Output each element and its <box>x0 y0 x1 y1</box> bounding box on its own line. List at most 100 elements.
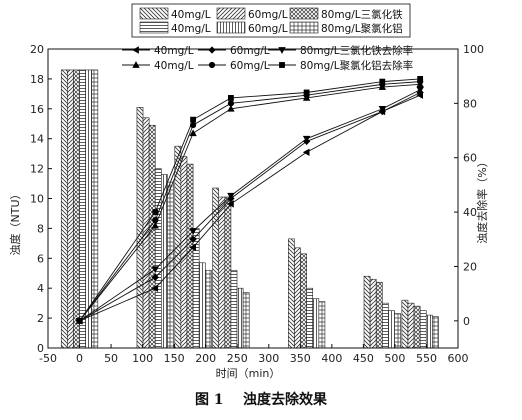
legend-layer: 40mg/L 60mg/L 80mg/L三氯化铁 40mg/L 60mg/L 80mg/L… <box>122 3 413 72</box>
lines-layer <box>75 76 424 325</box>
line-point-5-6 <box>417 76 424 82</box>
y-axis-left-title: 浊度（NTU） <box>8 189 22 256</box>
line-legend-marker-4 <box>208 61 216 69</box>
bar-2-5 <box>375 281 383 349</box>
line-legend-label-3: 40mg/L <box>154 60 194 72</box>
line-legend-label-2: 80mg/L三氯化铁去除率 <box>300 44 413 57</box>
bar-2-0 <box>73 69 80 349</box>
bar-3-6 <box>419 310 427 349</box>
bar-legend-box <box>131 3 411 38</box>
line-point-5-2 <box>190 116 196 123</box>
y-left-tick-label-1: 2 <box>37 312 44 325</box>
bar-0-4 <box>288 238 295 349</box>
y-right-tick-label-2: 40 <box>463 206 477 219</box>
bar-5-4 <box>318 301 326 349</box>
line-legend-marker-0 <box>132 46 139 54</box>
bar-legend-label-1: 60mg/L <box>248 9 288 21</box>
x-tick-label-6: 250 <box>227 352 248 365</box>
bar-legend-swatch-1 <box>216 7 246 20</box>
bar-legend-swatch-2 <box>289 7 319 20</box>
bar-0-6 <box>401 299 409 349</box>
line-point-5-5 <box>379 78 386 85</box>
bar-5-2 <box>204 269 212 349</box>
bar-3-3 <box>230 269 238 349</box>
line-point-2-4 <box>302 135 311 143</box>
bar-4-4 <box>312 298 320 349</box>
y-left-tick-label-0: 0 <box>37 342 44 355</box>
bar-2-6 <box>413 305 421 349</box>
line-point-4-1 <box>152 217 159 224</box>
x-tick-label-12: 550 <box>416 352 437 365</box>
bar-4-3 <box>236 287 244 349</box>
line-point-5-4 <box>303 89 310 96</box>
line-point-0-1 <box>151 284 159 292</box>
line-point-2-5 <box>378 105 387 113</box>
x-axis-title: 时间（min） <box>216 367 281 380</box>
bar-3-1 <box>154 168 162 349</box>
line-point-5-3 <box>228 95 234 101</box>
x-tick-label-13: 600 <box>448 352 469 365</box>
y-right-tick-label-3: 60 <box>463 152 477 165</box>
bar-2-1 <box>148 124 156 349</box>
x-tick-label-3: 100 <box>132 352 153 365</box>
bar-2-4 <box>300 253 307 349</box>
bar-1-5 <box>369 278 377 349</box>
bar-0-1 <box>136 107 144 349</box>
line-point-3-3 <box>227 104 235 112</box>
y-right-tick-label-0: 0 <box>463 315 470 328</box>
bar-3-0 <box>79 69 86 349</box>
line-point-3-2 <box>189 129 197 137</box>
line-legend-label-4: 60mg/L <box>230 60 270 72</box>
bar-legend-label-5: 80mg/L聚氯化铝 <box>321 22 403 35</box>
line-legend-marker-2 <box>278 47 286 54</box>
line-point-2-3 <box>227 192 235 200</box>
y-left-tick-label-6: 12 <box>30 163 44 176</box>
y-left-tick-label-5: 10 <box>30 193 44 206</box>
y-left-tick-label-9: 18 <box>30 73 44 86</box>
x-tick-label-7: 300 <box>258 352 279 365</box>
line-point-0-4 <box>302 148 310 157</box>
bar-5-1 <box>167 181 174 349</box>
line-point-5-1 <box>152 209 159 215</box>
bar-0-0 <box>60 69 68 349</box>
line-point-4-3 <box>227 100 235 107</box>
line-point-3-1 <box>151 221 159 229</box>
bar-4-6 <box>425 314 433 349</box>
bar-4-2 <box>198 262 206 349</box>
bar-4-1 <box>161 174 168 349</box>
x-tick-label-4: 150 <box>164 352 185 365</box>
line-point-2-1 <box>151 266 159 273</box>
bar-legend-label-2: 80mg/L三氯化铁 <box>321 8 403 21</box>
line-point-1-1 <box>151 273 159 281</box>
line-legend-marker-3 <box>132 61 140 68</box>
bar-5-3 <box>242 292 250 349</box>
y-right-tick-label-5: 100 <box>463 43 484 56</box>
bar-1-4 <box>294 247 301 349</box>
line-legend-marker-5 <box>279 62 285 68</box>
bar-1-2 <box>180 156 188 349</box>
line-legend-marker-1 <box>208 46 216 54</box>
axes-layer: -50 0 50 100 150 200 250 300 350 400 450 500 550 6000… <box>30 43 484 365</box>
x-tick-label-8: 350 <box>290 352 311 365</box>
y-left-tick-label-2: 4 <box>37 282 44 295</box>
line-point-1-2 <box>189 235 197 243</box>
figure-caption: 图 1 浊度去除效果 <box>195 391 328 408</box>
y-left-tick-label-8: 16 <box>30 103 44 116</box>
bar-1-6 <box>407 302 415 349</box>
x-tick-label-2: 50 <box>104 352 118 365</box>
x-tick-label-10: 450 <box>353 352 374 365</box>
x-tick-label-5: 200 <box>195 352 216 365</box>
bar-legend-label-0: 40mg/L <box>171 9 211 21</box>
line-legend-label-5: 80mg/L聚氯化铝去除率 <box>300 59 413 72</box>
bar-4-5 <box>388 310 395 349</box>
bar-1-3 <box>218 196 226 349</box>
bar-5-5 <box>394 313 401 349</box>
y-left-tick-label-4: 8 <box>37 222 44 235</box>
bar-1-0 <box>67 69 74 349</box>
bar-legend-swatch-0 <box>139 7 169 20</box>
line-point-0-2 <box>189 243 196 252</box>
bar-5-0 <box>91 69 99 349</box>
y-left-tick-label-3: 6 <box>37 252 44 265</box>
bar-legend-swatch-5 <box>289 21 319 34</box>
